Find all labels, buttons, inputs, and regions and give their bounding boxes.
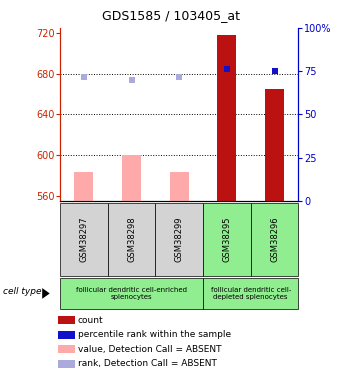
Bar [265,89,284,201]
FancyBboxPatch shape [60,202,108,276]
Text: percentile rank within the sample: percentile rank within the sample [78,330,231,339]
Text: GSM38298: GSM38298 [127,216,136,262]
Bar [122,155,141,201]
Point [224,66,230,72]
Bar [58,331,75,339]
Text: rank, Detection Call = ABSENT: rank, Detection Call = ABSENT [78,360,216,369]
Text: value, Detection Call = ABSENT: value, Detection Call = ABSENT [78,345,221,354]
FancyBboxPatch shape [108,202,155,276]
Text: GDS1585 / 103405_at: GDS1585 / 103405_at [103,9,240,22]
Text: GSM38299: GSM38299 [175,216,184,262]
Point [177,74,182,80]
FancyBboxPatch shape [203,278,298,309]
Text: follicular dendritic cell-
depleted splenocytes: follicular dendritic cell- depleted sple… [211,287,291,300]
Text: GSM38297: GSM38297 [79,216,88,262]
Bar [58,345,75,354]
Text: follicular dendritic cell-enriched
splenocytes: follicular dendritic cell-enriched splen… [76,287,187,300]
Bar [74,172,93,201]
Bar [58,360,75,368]
FancyBboxPatch shape [203,202,251,276]
Point [81,74,86,80]
Point [129,77,134,83]
FancyBboxPatch shape [60,278,203,309]
FancyBboxPatch shape [155,202,203,276]
Point [272,68,277,74]
Bar [217,35,236,201]
Text: count: count [78,316,103,325]
Text: GSM38295: GSM38295 [222,216,232,262]
Bar [58,316,75,324]
FancyBboxPatch shape [251,202,298,276]
Text: GSM38296: GSM38296 [270,216,279,262]
Text: cell type: cell type [3,287,42,296]
Bar [170,172,189,201]
